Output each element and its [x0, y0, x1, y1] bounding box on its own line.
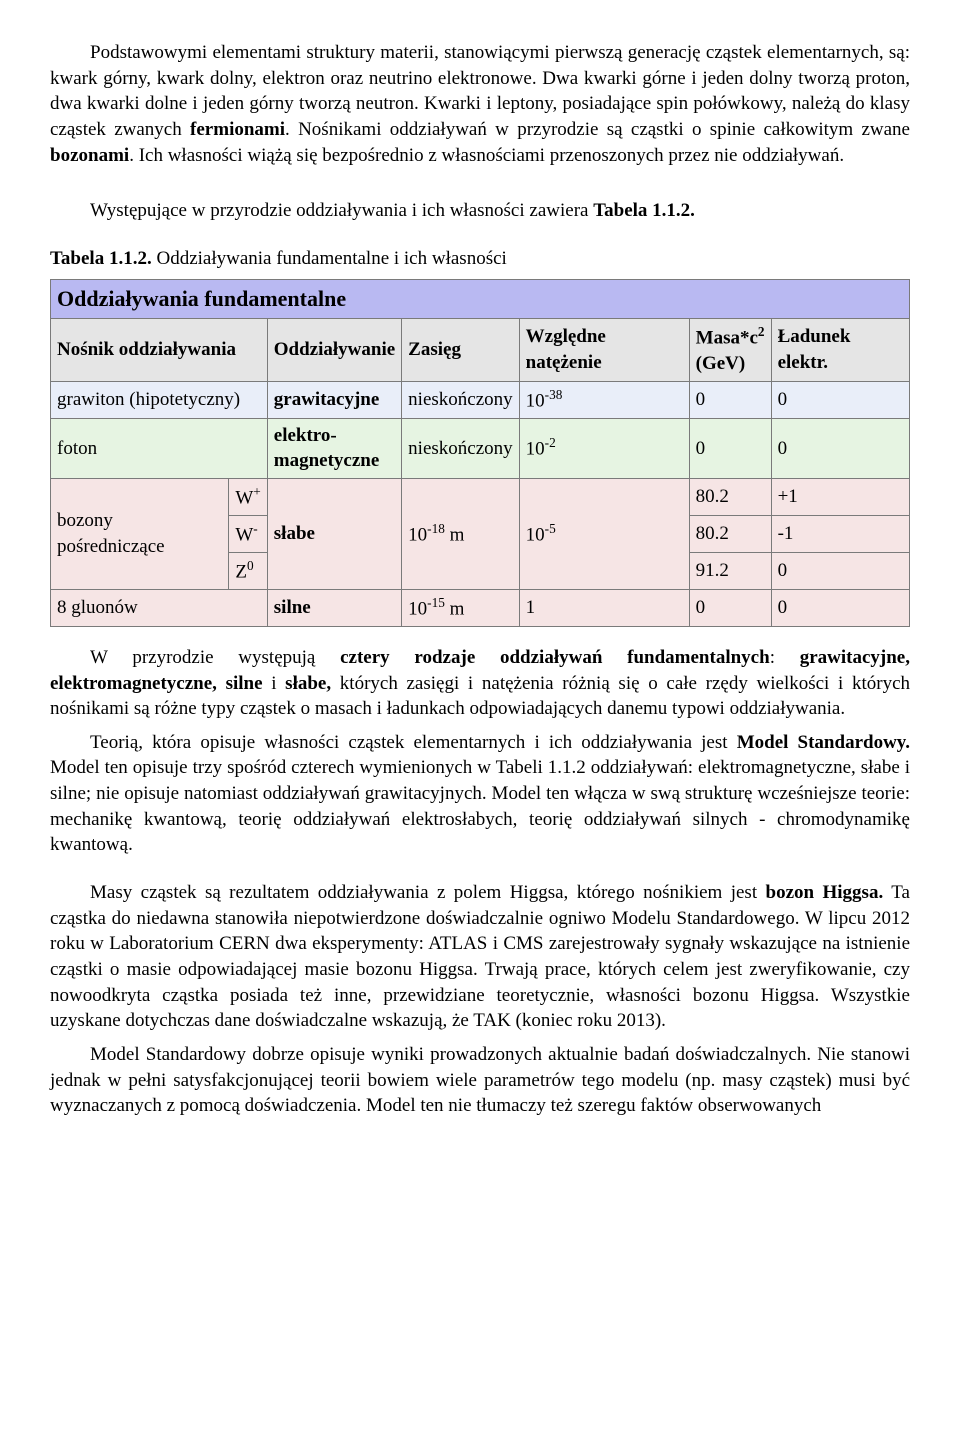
- text: . Ich własności wiążą się bezpośrednio z…: [129, 145, 844, 166]
- cell-rel: 10-38: [519, 381, 689, 418]
- col-charge: Ładunek elektr.: [771, 319, 909, 382]
- cell-carrier: foton: [51, 418, 268, 478]
- text: m: [445, 598, 465, 619]
- sup: 0: [247, 558, 254, 573]
- col-carrier: Nośnik oddziaływania: [51, 319, 268, 382]
- row-gluons: 8 gluonów silne 10-15 m 1 0 0: [51, 589, 910, 626]
- cell-mass: 0: [689, 381, 771, 418]
- cell-range: nieskończony: [402, 418, 519, 478]
- sup: +: [253, 484, 261, 499]
- cell-inter: silne: [267, 589, 401, 626]
- text: 10: [526, 439, 545, 460]
- term: Model Standardowy.: [737, 732, 910, 753]
- cell-rel: 1: [519, 589, 689, 626]
- text: magnetyczne: [274, 450, 380, 471]
- text: Masy cząstek są rezultatem oddziaływania…: [90, 882, 766, 903]
- caption-label: Tabela 1.1.2.: [50, 248, 152, 269]
- cell-carrier: grawiton (hipotetyczny): [51, 381, 268, 418]
- text: Masa*c: [696, 328, 758, 349]
- text: W: [235, 487, 253, 508]
- col-mass: Masa*c2 (GeV): [689, 319, 771, 382]
- cell-inter: słabe: [267, 479, 401, 590]
- paragraph-higgs: Masy cząstek są rezultatem oddziaływania…: [50, 880, 910, 1034]
- cell-mass: 80.2: [689, 516, 771, 553]
- sup: -5: [545, 521, 556, 536]
- row-wplus: bozony pośredniczące W+ słabe 10-18 m 10…: [51, 479, 910, 516]
- cell-rel: 10-5: [519, 479, 689, 590]
- cell-range: nieskończony: [402, 381, 519, 418]
- term: bozon Higgsa.: [766, 882, 884, 903]
- cell-charge: -1: [771, 516, 909, 553]
- table-ref: Tabela 1.1.2.: [593, 200, 695, 221]
- paragraph-standard-model: Teorią, która opisuje własności cząstek …: [50, 730, 910, 858]
- cell-charge: 0: [771, 552, 909, 589]
- text: W: [235, 524, 253, 545]
- text: Występujące w przyrodzie oddziaływania i…: [90, 200, 593, 221]
- sup: -15: [427, 595, 445, 610]
- sup: -18: [427, 521, 445, 536]
- col-interaction: Oddziaływanie: [267, 319, 401, 382]
- cell-particle: W+: [229, 479, 267, 516]
- cell-charge: 0: [771, 418, 909, 478]
- cell-inter: elektro-magnetyczne: [267, 418, 401, 478]
- sup: -38: [545, 387, 563, 402]
- table-caption: Tabela 1.1.2. Oddziaływania fundamentaln…: [50, 246, 910, 272]
- cell-mass: 0: [689, 589, 771, 626]
- interactions-table: Oddziaływania fundamentalne Nośnik oddzi…: [50, 279, 910, 626]
- text: 10: [526, 524, 545, 545]
- cell-mass: 91.2: [689, 552, 771, 589]
- text: Model ten opisuje trzy spośród czterech …: [50, 757, 910, 855]
- text: 10: [408, 598, 427, 619]
- caption-text: Oddziaływania fundamentalne i ich własno…: [152, 248, 507, 269]
- paragraph-four-forces: W przyrodzie występują cztery rodzaje od…: [50, 645, 910, 722]
- text: W przyrodzie występują: [90, 647, 340, 668]
- row-graviton: grawiton (hipotetyczny) grawitacyjne nie…: [51, 381, 910, 418]
- cell-mass: 0: [689, 418, 771, 478]
- cell-carrier: 8 gluonów: [51, 589, 268, 626]
- cell-particle: W-: [229, 516, 267, 553]
- text: :: [770, 647, 800, 668]
- sup: -: [253, 521, 257, 536]
- cell-charge: 0: [771, 381, 909, 418]
- text: 10: [526, 390, 545, 411]
- sup: 2: [758, 324, 765, 339]
- text: . Nośnikami oddziaływań w przyrodzie są …: [285, 119, 910, 140]
- term-fermions: fermionami: [190, 119, 285, 140]
- term: słabe,: [285, 673, 331, 694]
- text: m: [445, 524, 465, 545]
- cell-rel: 10-2: [519, 418, 689, 478]
- row-photon: foton elektro-magnetyczne nieskończony 1…: [51, 418, 910, 478]
- term-bosons: bozonami: [50, 145, 129, 166]
- cell-charge: 0: [771, 589, 909, 626]
- paragraph-table-lead: Występujące w przyrodzie oddziaływania i…: [50, 198, 910, 224]
- text: 10: [408, 524, 427, 545]
- cell-mass: 80.2: [689, 479, 771, 516]
- term: cztery rodzaje oddziaływań fundamentalny…: [340, 647, 770, 668]
- text: Teorią, która opisuje własności cząstek …: [90, 732, 737, 753]
- text: Ta cząstka do niedawna stanowiła niepotw…: [50, 882, 910, 1031]
- text: elektro-: [274, 425, 337, 446]
- cell-charge: +1: [771, 479, 909, 516]
- col-relative: Względne natężenie: [519, 319, 689, 382]
- text: (GeV): [696, 353, 746, 374]
- paragraph-intro: Podstawowymi elementami struktury materi…: [50, 40, 910, 168]
- sup: -2: [545, 435, 556, 450]
- text: Z: [235, 561, 247, 582]
- paragraph-limitations: Model Standardowy dobrze opisuje wyniki …: [50, 1042, 910, 1119]
- table-header-row: Nośnik oddziaływania Oddziaływanie Zasię…: [51, 319, 910, 382]
- cell-range: 10-18 m: [402, 479, 519, 590]
- col-range: Zasięg: [402, 319, 519, 382]
- cell-range: 10-15 m: [402, 589, 519, 626]
- table-title: Oddziaływania fundamentalne: [51, 280, 910, 319]
- cell-particle: Z0: [229, 552, 267, 589]
- cell-carrier: bozony pośredniczące: [51, 479, 229, 590]
- cell-inter: grawitacyjne: [267, 381, 401, 418]
- text: i: [263, 673, 286, 694]
